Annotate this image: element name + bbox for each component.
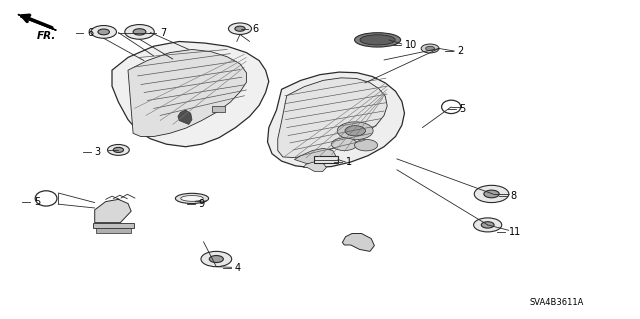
Polygon shape: [178, 110, 192, 124]
Text: 4: 4: [235, 263, 241, 273]
Text: FR.: FR.: [36, 31, 56, 41]
Text: 7: 7: [160, 28, 166, 38]
Circle shape: [125, 25, 154, 39]
Text: 10: 10: [404, 40, 417, 50]
Text: 1: 1: [346, 157, 352, 167]
Polygon shape: [278, 78, 387, 158]
Text: 5: 5: [460, 104, 466, 114]
Polygon shape: [95, 199, 131, 223]
Text: 8: 8: [511, 191, 517, 201]
Circle shape: [228, 23, 252, 34]
Polygon shape: [268, 72, 404, 168]
Circle shape: [421, 44, 439, 53]
Polygon shape: [93, 223, 134, 228]
Text: 6: 6: [252, 24, 259, 34]
Circle shape: [474, 218, 502, 232]
Polygon shape: [342, 234, 374, 251]
Polygon shape: [96, 228, 131, 233]
Circle shape: [91, 26, 116, 38]
Circle shape: [209, 256, 223, 263]
Polygon shape: [112, 41, 269, 147]
Ellipse shape: [175, 193, 209, 204]
Circle shape: [474, 185, 509, 203]
Text: 9: 9: [198, 198, 205, 209]
Circle shape: [481, 222, 494, 228]
Text: 2: 2: [457, 46, 463, 56]
Text: SVA4B3611A: SVA4B3611A: [530, 298, 584, 307]
Ellipse shape: [360, 35, 396, 45]
Circle shape: [355, 139, 378, 151]
Circle shape: [345, 126, 365, 136]
Ellipse shape: [355, 33, 401, 47]
Circle shape: [113, 147, 124, 152]
Polygon shape: [212, 106, 225, 112]
Polygon shape: [303, 162, 326, 172]
Text: 3: 3: [95, 147, 101, 158]
Polygon shape: [128, 49, 246, 137]
Circle shape: [108, 145, 129, 155]
Text: 5: 5: [34, 197, 40, 207]
Polygon shape: [294, 148, 336, 165]
Circle shape: [235, 26, 245, 31]
Text: 11: 11: [509, 227, 521, 237]
Circle shape: [98, 29, 109, 35]
Circle shape: [332, 138, 357, 151]
Circle shape: [201, 251, 232, 267]
Circle shape: [337, 122, 373, 140]
Polygon shape: [314, 156, 338, 163]
Circle shape: [484, 190, 499, 198]
Ellipse shape: [181, 196, 204, 201]
Text: 6: 6: [87, 28, 93, 38]
Circle shape: [426, 46, 435, 51]
Circle shape: [133, 29, 146, 35]
Polygon shape: [18, 14, 56, 30]
